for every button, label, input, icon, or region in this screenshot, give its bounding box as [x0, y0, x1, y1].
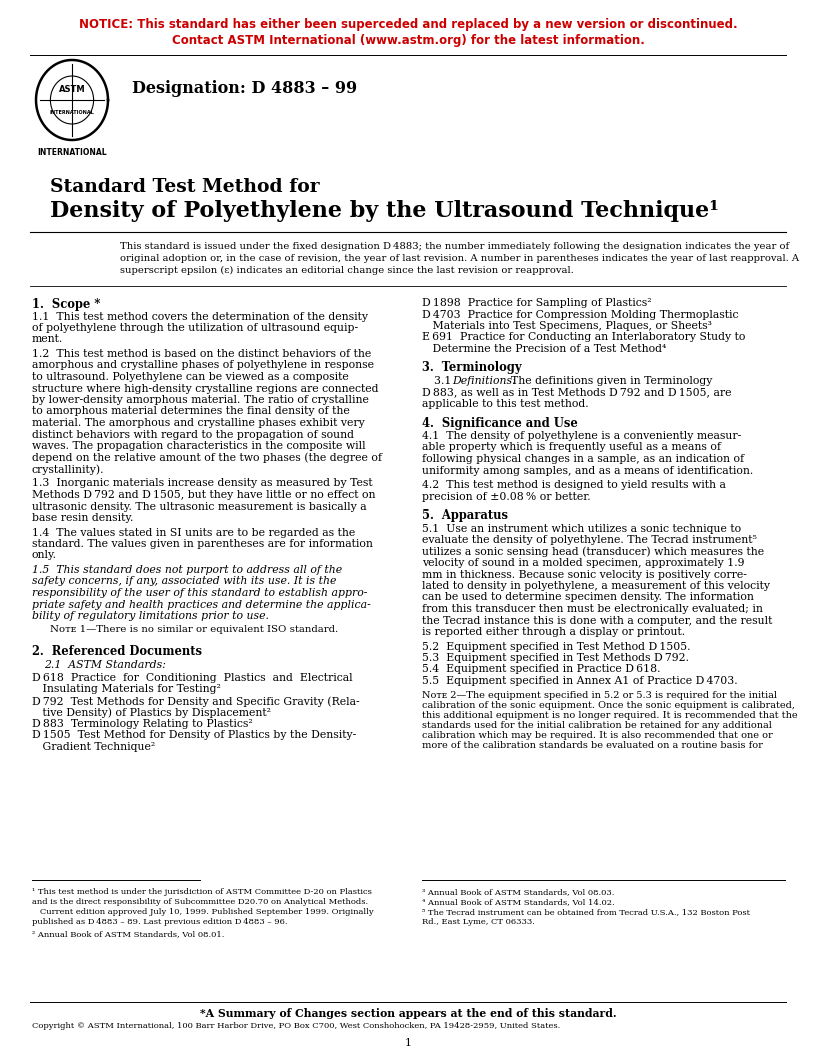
Text: D 792  Test Methods for Density and Specific Gravity (Rela-: D 792 Test Methods for Density and Speci… — [32, 696, 360, 706]
Text: ³ Annual Book of ASTM Standards, Vol 08.03.: ³ Annual Book of ASTM Standards, Vol 08.… — [422, 888, 614, 895]
Text: ultrasonic density. The ultrasonic measurement is basically a: ultrasonic density. The ultrasonic measu… — [32, 502, 366, 511]
Text: and is the direct responsibility of Subcommittee D20.70 on Analytical Methods.: and is the direct responsibility of Subc… — [32, 898, 368, 906]
Text: Definitions:: Definitions: — [452, 376, 516, 386]
Text: INTERNATIONAL: INTERNATIONAL — [38, 148, 107, 157]
Text: crystallinity).: crystallinity). — [32, 464, 104, 474]
Text: calibration of the sonic equipment. Once the sonic equipment is calibrated,: calibration of the sonic equipment. Once… — [422, 701, 795, 711]
Text: D 4703  Practice for Compression Molding Thermoplastic: D 4703 Practice for Compression Molding … — [422, 309, 738, 320]
Text: applicable to this test method.: applicable to this test method. — [422, 399, 588, 409]
Text: original adoption or, in the case of revision, the year of last revision. A numb: original adoption or, in the case of rev… — [120, 254, 799, 263]
Text: E 691  Practice for Conducting an Interlaboratory Study to: E 691 Practice for Conducting an Interla… — [422, 333, 745, 342]
Text: Current edition approved July 10, 1999. Published September 1999. Originally: Current edition approved July 10, 1999. … — [32, 908, 374, 916]
Text: 2.1  ASTM Standards:: 2.1 ASTM Standards: — [44, 660, 166, 670]
Text: responsibility of the user of this standard to establish appro-: responsibility of the user of this stand… — [32, 588, 367, 598]
Text: 1.2  This test method is based on the distinct behaviors of the: 1.2 This test method is based on the dis… — [32, 348, 371, 359]
Text: Methods D 792 and D 1505, but they have little or no effect on: Methods D 792 and D 1505, but they have … — [32, 490, 375, 499]
Text: 3.  Terminology: 3. Terminology — [422, 361, 521, 375]
Text: D 883, as well as in Test Methods D 792 and D 1505, are: D 883, as well as in Test Methods D 792 … — [422, 388, 731, 397]
Text: Standard Test Method for: Standard Test Method for — [50, 178, 320, 196]
Text: distinct behaviors with regard to the propagation of sound: distinct behaviors with regard to the pr… — [32, 430, 354, 439]
Text: D 883  Terminology Relating to Plastics²: D 883 Terminology Relating to Plastics² — [32, 719, 253, 729]
Text: safety concerns, if any, associated with its use. It is the: safety concerns, if any, associated with… — [32, 577, 336, 586]
Text: Rd., East Lyme, CT 06333.: Rd., East Lyme, CT 06333. — [422, 918, 534, 926]
Text: standards used for the initial calibration be retained for any additional: standards used for the initial calibrati… — [422, 721, 772, 731]
Text: Nᴏᴛᴇ 1—There is no similar or equivalent ISO standard.: Nᴏᴛᴇ 1—There is no similar or equivalent… — [50, 625, 339, 635]
Text: amorphous and crystalline phases of polyethylene in response: amorphous and crystalline phases of poly… — [32, 360, 374, 371]
Text: waves. The propagation characteristics in the composite will: waves. The propagation characteristics i… — [32, 441, 366, 451]
Text: 1.1  This test method covers the determination of the density: 1.1 This test method covers the determin… — [32, 312, 368, 321]
Text: is reported either through a display or printout.: is reported either through a display or … — [422, 627, 685, 637]
Text: to amorphous material determines the final density of the: to amorphous material determines the fin… — [32, 407, 350, 416]
Text: precision of ±0.08 % or better.: precision of ±0.08 % or better. — [422, 491, 591, 502]
Text: 3.1: 3.1 — [434, 376, 459, 386]
Text: 1.  Scope *: 1. Scope * — [32, 298, 100, 312]
Text: superscript epsilon (ε) indicates an editorial change since the last revision or: superscript epsilon (ε) indicates an edi… — [120, 266, 574, 276]
Text: ASTM: ASTM — [59, 86, 86, 94]
Text: This standard is issued under the fixed designation D 4883; the number immediate: This standard is issued under the fixed … — [120, 242, 789, 251]
Text: 5.  Apparatus: 5. Apparatus — [422, 509, 508, 522]
Text: base resin density.: base resin density. — [32, 513, 133, 523]
Text: 1.5  This standard does not purport to address all of the: 1.5 This standard does not purport to ad… — [32, 565, 342, 576]
Text: material. The amorphous and crystalline phases exhibit very: material. The amorphous and crystalline … — [32, 418, 365, 428]
Text: ¹ This test method is under the jurisdiction of ASTM Committee D-20 on Plastics: ¹ This test method is under the jurisdic… — [32, 888, 372, 895]
Text: ⁵ The Tecrad instrument can be obtained from Tecrad U.S.A., 132 Boston Post: ⁵ The Tecrad instrument can be obtained … — [422, 908, 750, 916]
Text: this additional equipment is no longer required. It is recommended that the: this additional equipment is no longer r… — [422, 712, 797, 720]
Text: the Tecrad instance this is done with a computer, and the result: the Tecrad instance this is done with a … — [422, 616, 773, 625]
Text: 5.4  Equipment specified in Practice D 618.: 5.4 Equipment specified in Practice D 61… — [422, 664, 660, 675]
Text: by lower-density amorphous material. The ratio of crystalline: by lower-density amorphous material. The… — [32, 395, 369, 406]
Text: depend on the relative amount of the two phases (the degree of: depend on the relative amount of the two… — [32, 453, 382, 464]
Text: following physical changes in a sample, as an indication of: following physical changes in a sample, … — [422, 454, 744, 464]
Text: 1: 1 — [405, 1038, 411, 1048]
Text: 1.4  The values stated in SI units are to be regarded as the: 1.4 The values stated in SI units are to… — [32, 528, 355, 538]
Text: 1.3  Inorganic materials increase density as measured by Test: 1.3 Inorganic materials increase density… — [32, 478, 373, 489]
Text: Contact ASTM International (www.astm.org) for the latest information.: Contact ASTM International (www.astm.org… — [171, 34, 645, 48]
Text: D 1505  Test Method for Density of Plastics by the Density-: D 1505 Test Method for Density of Plasti… — [32, 731, 357, 740]
Text: of polyethylene through the utilization of ultrasound equip-: of polyethylene through the utilization … — [32, 323, 358, 333]
Text: bility of regulatory limitations prior to use.: bility of regulatory limitations prior t… — [32, 611, 269, 621]
Text: from this transducer then must be electronically evaluated; in: from this transducer then must be electr… — [422, 604, 763, 614]
Text: D 1898  Practice for Sampling of Plastics²: D 1898 Practice for Sampling of Plastics… — [422, 298, 652, 308]
Text: lated to density in polyethylene, a measurement of this velocity: lated to density in polyethylene, a meas… — [422, 581, 770, 591]
Text: 5.5  Equipment specified in Annex A1 of Practice D 4703.: 5.5 Equipment specified in Annex A1 of P… — [422, 676, 738, 686]
Text: Designation: D 4883 – 99: Designation: D 4883 – 99 — [132, 80, 357, 97]
Text: 4.  Significance and Use: 4. Significance and Use — [422, 416, 578, 430]
Text: 4.2  This test method is designed to yield results with a: 4.2 This test method is designed to yiel… — [422, 480, 726, 490]
Text: 5.3  Equipment specified in Test Methods D 792.: 5.3 Equipment specified in Test Methods … — [422, 653, 689, 663]
Text: The definitions given in Terminology: The definitions given in Terminology — [504, 376, 712, 386]
Text: only.: only. — [32, 550, 57, 561]
Text: Materials into Test Specimens, Plaques, or Sheets³: Materials into Test Specimens, Plaques, … — [422, 321, 712, 331]
Text: can be used to determine specimen density. The information: can be used to determine specimen densit… — [422, 592, 754, 603]
Text: ² Annual Book of ASTM Standards, Vol 08.01.: ² Annual Book of ASTM Standards, Vol 08.… — [32, 930, 224, 938]
Text: Determine the Precision of a Test Method⁴: Determine the Precision of a Test Method… — [422, 344, 666, 354]
Text: ⁴ Annual Book of ASTM Standards, Vol 14.02.: ⁴ Annual Book of ASTM Standards, Vol 14.… — [422, 898, 614, 906]
Text: uniformity among samples, and as a means of identification.: uniformity among samples, and as a means… — [422, 466, 753, 475]
Text: Copyright © ASTM International, 100 Barr Harbor Drive, PO Box C700, West Conshoh: Copyright © ASTM International, 100 Barr… — [32, 1022, 561, 1030]
Text: 2.  Referenced Documents: 2. Referenced Documents — [32, 645, 202, 658]
Text: more of the calibration standards be evaluated on a routine basis for: more of the calibration standards be eva… — [422, 741, 763, 751]
Text: utilizes a sonic sensing head (transducer) which measures the: utilizes a sonic sensing head (transduce… — [422, 547, 764, 558]
Text: 5.2  Equipment specified in Test Method D 1505.: 5.2 Equipment specified in Test Method D… — [422, 641, 690, 652]
Text: priate safety and health practices and determine the applica-: priate safety and health practices and d… — [32, 600, 370, 609]
Text: calibration which may be required. It is also recommended that one or: calibration which may be required. It is… — [422, 732, 773, 740]
Text: mm in thickness. Because sonic velocity is positively corre-: mm in thickness. Because sonic velocity … — [422, 569, 747, 580]
Text: to ultrasound. Polyethylene can be viewed as a composite: to ultrasound. Polyethylene can be viewe… — [32, 372, 348, 382]
Text: evaluate the density of polyethylene. The Tecrad instrument⁵: evaluate the density of polyethylene. Th… — [422, 535, 757, 545]
Text: D 618  Practice  for  Conditioning  Plastics  and  Electrical: D 618 Practice for Conditioning Plastics… — [32, 673, 353, 683]
Text: standard. The values given in parentheses are for information: standard. The values given in parenthese… — [32, 539, 373, 549]
Text: 5.1  Use an instrument which utilizes a sonic technique to: 5.1 Use an instrument which utilizes a s… — [422, 524, 741, 533]
Text: Gradient Technique²: Gradient Technique² — [32, 742, 155, 752]
Text: 4.1  The density of polyethylene is a conveniently measur-: 4.1 The density of polyethylene is a con… — [422, 431, 741, 441]
Text: Insulating Materials for Testing²: Insulating Materials for Testing² — [32, 684, 221, 695]
Text: structure where high-density crystalline regions are connected: structure where high-density crystalline… — [32, 383, 379, 394]
Text: INTERNATIONAL: INTERNATIONAL — [50, 110, 95, 114]
Text: *A Summary of Changes section appears at the end of this standard.: *A Summary of Changes section appears at… — [200, 1008, 616, 1019]
Text: NOTICE: This standard has either been superceded and replaced by a new version o: NOTICE: This standard has either been su… — [78, 18, 738, 31]
Text: ment.: ment. — [32, 335, 64, 344]
Text: able property which is frequently useful as a means of: able property which is frequently useful… — [422, 442, 721, 453]
Text: tive Density) of Plastics by Displacement²: tive Density) of Plastics by Displacemen… — [32, 708, 271, 718]
Text: Nᴏᴛᴇ 2—The equipment specified in 5.2 or 5.3 is required for the initial: Nᴏᴛᴇ 2—The equipment specified in 5.2 or… — [422, 692, 777, 700]
Text: published as D 4883 – 89. Last previous edition D 4883 – 96.: published as D 4883 – 89. Last previous … — [32, 918, 287, 926]
Text: Density of Polyethylene by the Ultrasound Technique¹: Density of Polyethylene by the Ultrasoun… — [50, 200, 719, 222]
Text: velocity of sound in a molded specimen, approximately 1.9: velocity of sound in a molded specimen, … — [422, 558, 744, 568]
